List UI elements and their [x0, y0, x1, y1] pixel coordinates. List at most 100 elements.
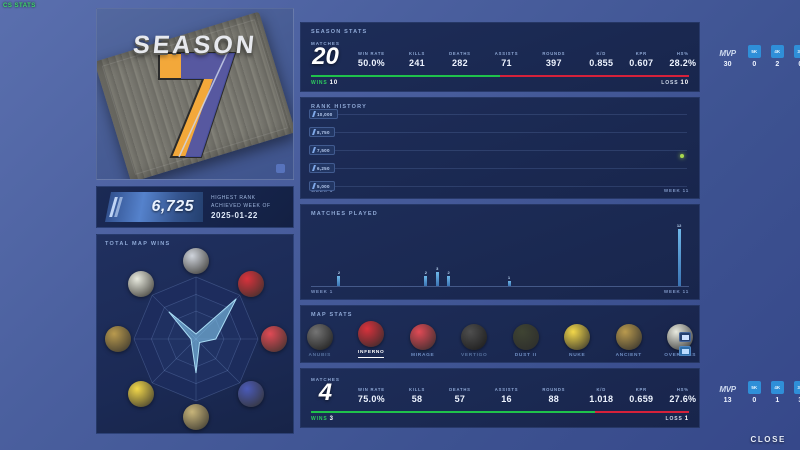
- season-wins-label: WINS: [311, 80, 328, 86]
- season-ratio-kpr: KPR 0.607: [629, 51, 654, 68]
- map-wins-label: WINS: [311, 416, 328, 422]
- season-badge-panel: SEASON: [96, 8, 294, 180]
- map-ratio-kd: K/D 1.018: [589, 387, 614, 404]
- season-stats-title: SEASON STATS: [311, 29, 368, 35]
- season-medal: 3K0: [789, 45, 800, 68]
- match-bar: 1: [507, 275, 511, 286]
- map-mvp: MVP 13: [719, 385, 736, 404]
- season-matches: MATCHES 20: [311, 41, 350, 69]
- map-icon: [512, 324, 539, 350]
- season-wins-value: 10: [329, 80, 339, 86]
- rank-history-x-end: WEEK 11: [663, 188, 689, 193]
- season-winloss-bar: [311, 75, 689, 77]
- radar-node-nuke: [127, 381, 154, 408]
- rank-date: 2025-01-22: [211, 211, 258, 220]
- triple-kill-icon: 3K: [793, 381, 800, 394]
- map-label: VERTIGO: [461, 353, 488, 358]
- rank-y-tick: 10,000: [309, 109, 338, 119]
- map-item-inferno[interactable]: INFERNO: [353, 321, 391, 358]
- map-ratio-kpr: KPR 0.659: [629, 387, 654, 404]
- mvp-star-icon: MVP: [719, 385, 736, 394]
- gridline: [309, 186, 687, 187]
- left-column: SEASON 6,725 HIGHEST RANK ACHIEVED WEEK …: [96, 8, 294, 434]
- rank-meta-line2: ACHIEVED WEEK OF: [211, 203, 271, 209]
- season-stat-assists: ASSISTS 71: [494, 51, 519, 68]
- map-label: NUKE: [569, 353, 586, 358]
- map-stats-card: MAP STATS ANUBIS INFERNO MIRAGE VERTIGO DUST…: [300, 305, 700, 363]
- map-icon: [615, 324, 642, 350]
- mvp-star-icon: MVP: [719, 49, 736, 58]
- rank-y-tick: 7,500: [309, 145, 335, 155]
- season-ratio-kd: K/D 0.855: [589, 51, 614, 68]
- match-bar: 2: [424, 270, 428, 286]
- season-word-label: SEASON: [131, 31, 259, 59]
- radar-node-overpass: [127, 270, 154, 297]
- rank-meta-line1: HIGHEST RANK: [211, 195, 256, 201]
- radar-chart: [133, 276, 259, 402]
- matches-played-chart: 2 2 3 2 1 12: [311, 221, 689, 287]
- map-medal: 4K 1: [766, 381, 789, 404]
- quad-kill-icon: 4K: [770, 45, 784, 58]
- badge-corner-icon: [276, 164, 285, 173]
- gridline: [309, 150, 687, 151]
- map-item-anubis[interactable]: ANUBIS: [301, 324, 339, 358]
- radar-node-mirage: [261, 326, 287, 352]
- season-mvp: MVP 30: [719, 49, 736, 68]
- view-toggle-group[interactable]: [679, 332, 691, 356]
- radar-node-dustii: [183, 404, 209, 430]
- gridline: [309, 114, 687, 115]
- rank-history-card: RANK HISTORY 10,000 8,750 7,500 6,250 5,000 …: [300, 97, 700, 199]
- gridline: [309, 168, 687, 169]
- radar-node-anubis: [183, 248, 209, 274]
- season-stat-kills: KILLS 241: [408, 51, 426, 68]
- grid-view-icon[interactable]: [679, 346, 691, 356]
- ace-icon: 5K: [747, 381, 761, 394]
- highest-rank-panel: 6,725 HIGHEST RANK ACHIEVED WEEK OF 2025…: [96, 186, 294, 228]
- matches-played-x-end: WEEK 11: [663, 289, 689, 294]
- season-winloss-footer: WINS 10 LOSS 10: [301, 77, 699, 91]
- rank-slash-icon: [109, 197, 123, 217]
- map-medal: 3K3: [789, 381, 800, 404]
- season-loss-value: 10: [680, 80, 689, 86]
- map-item-nuke[interactable]: NUKE: [559, 324, 597, 358]
- map-item-vertigo[interactable]: VERTIGO: [456, 324, 494, 358]
- close-button[interactable]: CLOSE: [750, 435, 786, 444]
- season-stat-deaths: DEATHS 282: [449, 51, 471, 68]
- map-item-mirage[interactable]: MIRAGE: [404, 324, 442, 358]
- season-stats-row: MATCHES 20 WIN RATE 50.0% KILLS 241 DEATHS 282 A…: [301, 35, 800, 73]
- matches-played-axis: WEEK 1 WEEK 11: [301, 287, 699, 299]
- map-stat-deaths: DEATHS 57: [449, 387, 471, 404]
- map-detail-row: MATCHES 4 WIN RATE 75.0% KILLS 58 DEATHS 57 ASSI…: [301, 369, 800, 409]
- match-bar: 12: [677, 223, 681, 286]
- rank-chip: 6,725: [105, 192, 203, 222]
- season-number-graphic: [151, 45, 243, 161]
- watermark-label: CS STATS: [3, 3, 36, 9]
- map-label: INFERNO: [358, 350, 385, 355]
- map-loss-label: LOSS: [665, 416, 683, 422]
- match-bar: 2: [447, 270, 451, 286]
- season-stats-card: SEASON STATS MATCHES 20 WIN RATE 50.0% KILLS…: [300, 22, 800, 92]
- triple-kill-icon: 3K: [793, 45, 800, 58]
- map-detail-card: MATCHES 4 WIN RATE 75.0% KILLS 58 DEATHS 57 ASSI…: [300, 368, 800, 428]
- season-stat-rounds: ROUNDS 397: [542, 51, 566, 68]
- map-loss-value: 1: [684, 416, 689, 422]
- map-label: DUST II: [514, 353, 537, 358]
- map-label: ANUBIS: [308, 353, 332, 358]
- map-stat-winrate: WIN RATE 75.0%: [357, 387, 385, 404]
- list-view-icon[interactable]: [679, 332, 691, 342]
- season-loss-label: LOSS: [661, 80, 679, 86]
- map-icon: [306, 324, 333, 350]
- quad-kill-icon: 4K: [770, 381, 784, 394]
- map-stat-rounds: ROUNDS 88: [542, 387, 566, 404]
- radar-title: TOTAL MAP WINS: [105, 241, 171, 247]
- map-item-ancient[interactable]: ANCIENT: [610, 324, 648, 358]
- map-item-dustii[interactable]: DUST II: [507, 324, 545, 358]
- radar-node-vertigo: [238, 381, 265, 408]
- map-icon: [358, 321, 385, 347]
- match-bar: 3: [435, 266, 439, 286]
- gridline: [309, 132, 687, 133]
- rank-data-point: [679, 154, 684, 159]
- rank-history-title: RANK HISTORY: [311, 104, 367, 110]
- map-selector[interactable]: ANUBIS INFERNO MIRAGE VERTIGO DUST II NUKE ANC…: [301, 318, 699, 362]
- map-stat-assists: ASSISTS 16: [494, 387, 519, 404]
